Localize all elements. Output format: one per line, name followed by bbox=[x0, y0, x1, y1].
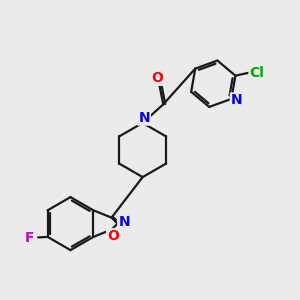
Text: N: N bbox=[138, 111, 150, 124]
Text: O: O bbox=[107, 229, 119, 243]
Text: N: N bbox=[231, 93, 242, 107]
Text: Cl: Cl bbox=[250, 66, 264, 80]
Text: N: N bbox=[118, 215, 130, 229]
Text: F: F bbox=[25, 231, 34, 245]
Text: O: O bbox=[152, 71, 163, 85]
